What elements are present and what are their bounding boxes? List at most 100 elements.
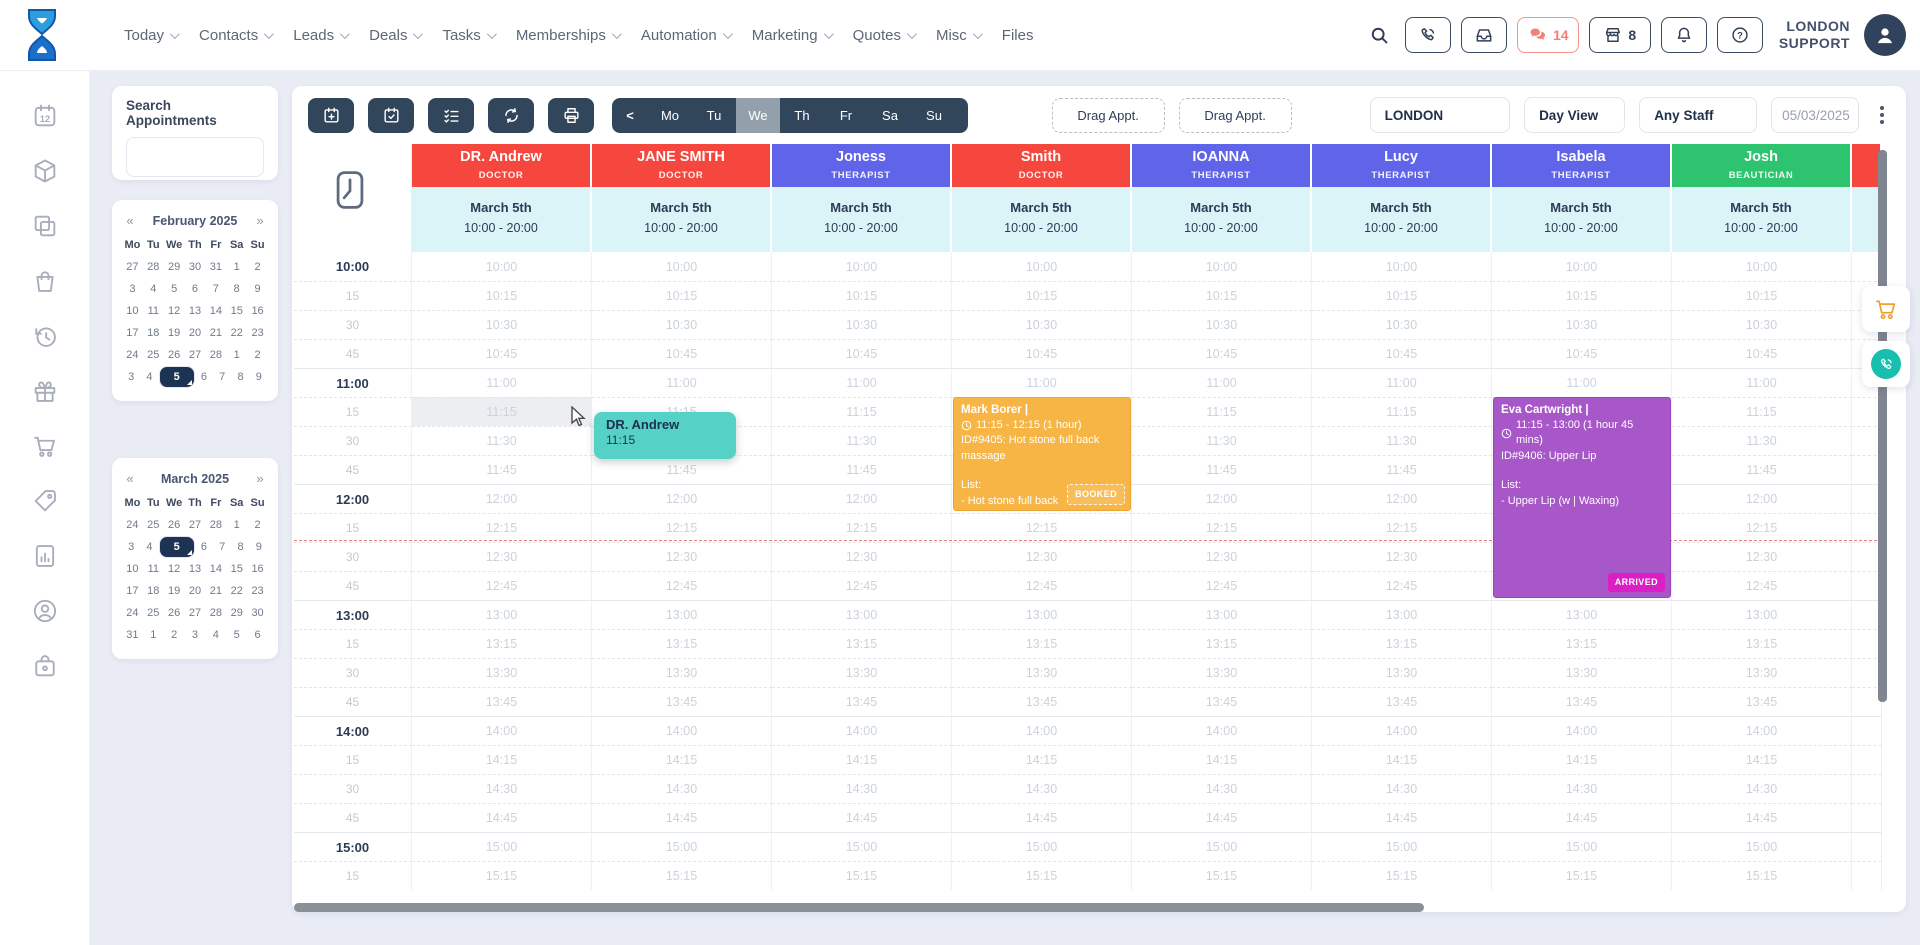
- user-avatar[interactable]: [1864, 14, 1906, 56]
- calendar-day-cell[interactable]: 30: [188, 261, 202, 273]
- calendar-day-cell[interactable]: 10: [126, 305, 139, 317]
- rail-cart-icon[interactable]: [31, 432, 59, 460]
- time-slot-cell[interactable]: 10:15: [592, 281, 772, 310]
- time-slot-cell[interactable]: 10:30: [952, 310, 1132, 339]
- calendar-day-cell[interactable]: 6: [254, 629, 261, 641]
- time-slot-cell[interactable]: 15:15: [1492, 861, 1672, 890]
- time-slot-cell[interactable]: 14:00: [1492, 716, 1672, 745]
- time-slot-cell[interactable]: 11:30: [1132, 426, 1312, 455]
- time-slot-cell[interactable]: 12:15: [592, 513, 772, 542]
- calendar-day-cell[interactable]: 18: [147, 585, 160, 597]
- time-slot-cell[interactable]: 15:00: [952, 832, 1132, 861]
- time-slot-cell[interactable]: [1852, 716, 1882, 745]
- rail-shopping-bag-icon[interactable]: [31, 267, 59, 295]
- time-slot-cell[interactable]: 11:45: [1132, 455, 1312, 484]
- calendar-day-cell[interactable]: 21: [209, 327, 222, 339]
- calendar-day-cell[interactable]: 4: [146, 371, 153, 383]
- time-slot-cell[interactable]: 14:15: [772, 745, 952, 774]
- calendar-day-cell[interactable]: 31: [126, 629, 139, 641]
- calendar-day-cell[interactable]: 15: [230, 563, 243, 575]
- calendar-day-cell[interactable]: 16: [251, 305, 264, 317]
- time-slot-cell[interactable]: 12:00: [412, 484, 592, 513]
- calendar-day-cell[interactable]: 24: [126, 607, 139, 619]
- rail-report-icon[interactable]: [31, 542, 59, 570]
- time-slot-cell[interactable]: 13:30: [1492, 658, 1672, 687]
- time-slot-cell[interactable]: 10:15: [1312, 281, 1492, 310]
- time-slot-cell[interactable]: 13:45: [412, 687, 592, 716]
- time-slot-cell[interactable]: 13:00: [772, 600, 952, 629]
- time-slot-cell[interactable]: 12:45: [772, 571, 952, 600]
- time-slot-cell[interactable]: 13:15: [1312, 629, 1492, 658]
- calendar-day-cell[interactable]: 26: [168, 349, 181, 361]
- view-select[interactable]: Day View: [1524, 97, 1626, 133]
- time-slot-cell[interactable]: 13:45: [1132, 687, 1312, 716]
- appointment-list-button[interactable]: [428, 97, 474, 133]
- time-slot-cell[interactable]: 12:15: [952, 513, 1132, 542]
- calendar-day-cell[interactable]: 8: [237, 371, 244, 383]
- time-slot-cell[interactable]: 15:15: [412, 861, 592, 890]
- time-slot-cell[interactable]: 12:30: [412, 542, 592, 571]
- time-slot-cell[interactable]: 13:30: [592, 658, 772, 687]
- time-slot-cell[interactable]: 11:15: [412, 397, 592, 426]
- time-slot-cell[interactable]: 10:15: [1492, 281, 1672, 310]
- calendar-day-cell[interactable]: 23: [251, 585, 264, 597]
- time-slot-cell[interactable]: 13:45: [1672, 687, 1852, 716]
- time-slot-cell[interactable]: 10:30: [1312, 310, 1492, 339]
- time-slot-cell[interactable]: 15:00: [1672, 832, 1852, 861]
- pager-day-th[interactable]: Th: [794, 107, 810, 123]
- calendar-day-cell[interactable]: 24: [126, 519, 139, 531]
- rail-tag-icon[interactable]: [31, 487, 59, 515]
- calendar-day-cell[interactable]: 30: [251, 607, 264, 619]
- calendar-day-cell[interactable]: 27: [188, 607, 202, 619]
- calendar-day-cell[interactable]: 3: [191, 629, 199, 641]
- time-slot-cell[interactable]: 10:00: [952, 252, 1132, 281]
- time-slot-cell[interactable]: 14:45: [772, 803, 952, 832]
- calendar-day-cell[interactable]: 1: [150, 629, 157, 641]
- time-slot-cell[interactable]: 13:45: [1312, 687, 1492, 716]
- time-slot-cell[interactable]: 12:15: [1312, 513, 1492, 542]
- time-slot-cell[interactable]: 14:15: [1672, 745, 1852, 774]
- time-slot-cell[interactable]: 11:45: [1672, 455, 1852, 484]
- calendar-day-cell[interactable]: 9: [254, 283, 261, 295]
- time-slot-cell[interactable]: [1852, 832, 1882, 861]
- time-slot-cell[interactable]: 10:30: [412, 310, 592, 339]
- time-slot-cell[interactable]: 12:00: [1312, 484, 1492, 513]
- time-slot-cell[interactable]: 14:45: [1672, 803, 1852, 832]
- time-slot-cell[interactable]: 13:00: [412, 600, 592, 629]
- time-slot-cell[interactable]: 12:30: [1672, 542, 1852, 571]
- time-slot-cell[interactable]: 10:45: [1492, 339, 1672, 368]
- date-input[interactable]: 05/03/2025: [1771, 97, 1860, 133]
- rail-copy-icon[interactable]: [31, 212, 59, 240]
- time-slot-cell[interactable]: 12:45: [1312, 571, 1492, 600]
- help-button[interactable]: [1716, 17, 1763, 53]
- time-slot-cell[interactable]: 14:15: [592, 745, 772, 774]
- time-slot-cell[interactable]: 10:15: [952, 281, 1132, 310]
- rail-briefcase-lock-icon[interactable]: [31, 652, 59, 680]
- time-slot-cell[interactable]: 14:45: [412, 803, 592, 832]
- add-appointment-button[interactable]: [308, 97, 354, 133]
- calendar-day-cell[interactable]: 2: [254, 261, 261, 273]
- time-slot-cell[interactable]: 10:15: [1132, 281, 1312, 310]
- time-slot-cell[interactable]: 12:45: [1132, 571, 1312, 600]
- floating-cart-button[interactable]: [1862, 286, 1910, 332]
- rail-gift-icon[interactable]: [31, 377, 59, 405]
- prev-month-button[interactable]: «: [126, 471, 134, 486]
- calendar-day-cell[interactable]: 25: [147, 349, 160, 361]
- staff-column-header-dr-andrew[interactable]: DR. Andrew DOCTOR: [412, 144, 592, 187]
- time-slot-cell[interactable]: 13:45: [592, 687, 772, 716]
- notifications-button[interactable]: [1660, 17, 1707, 53]
- time-slot-cell[interactable]: 14:15: [1492, 745, 1672, 774]
- time-slot-cell[interactable]: 15:00: [412, 832, 592, 861]
- calendar-day-cell[interactable]: 3: [129, 283, 136, 295]
- calendar-day-cell[interactable]: 1: [233, 349, 240, 361]
- calendar-day-cell[interactable]: 11: [147, 563, 159, 575]
- calendar-day-cell[interactable]: 13: [188, 305, 202, 317]
- time-slot-cell[interactable]: 10:30: [1132, 310, 1312, 339]
- rail-support-agent-icon[interactable]: [31, 597, 59, 625]
- nav-item-contacts[interactable]: Contacts: [199, 27, 275, 44]
- pager-day-sa[interactable]: Sa: [882, 107, 898, 123]
- time-slot-cell[interactable]: 12:00: [592, 484, 772, 513]
- time-slot-cell[interactable]: 14:45: [952, 803, 1132, 832]
- time-slot-cell[interactable]: 14:45: [1132, 803, 1312, 832]
- time-slot-cell[interactable]: 10:45: [412, 339, 592, 368]
